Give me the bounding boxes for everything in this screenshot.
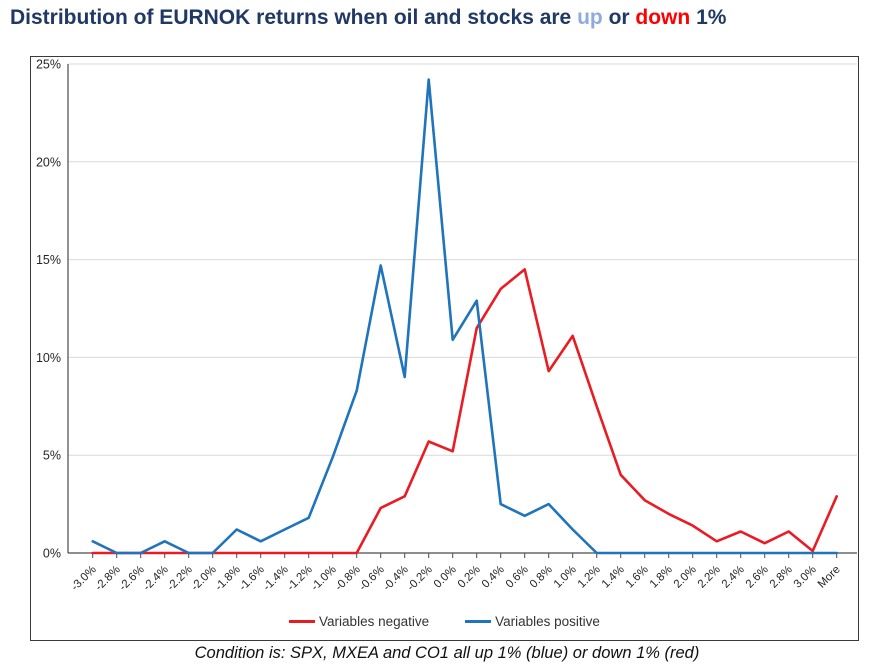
- page-title: Distribution of EURNOK returns when oil …: [10, 6, 890, 30]
- series-line-variables-positive: [91, 78, 839, 555]
- legend-label-negative: Variables negative: [319, 614, 430, 629]
- x-tick-label--1.4%: -1.4%: [261, 564, 291, 594]
- x-tick-label-0.0%: 0.0%: [432, 564, 459, 591]
- x-tick-label--3.0%: -3.0%: [69, 564, 99, 594]
- x-tick-label--2.2%: -2.2%: [165, 564, 195, 594]
- x-tick-label-1.6%: 1.6%: [624, 564, 651, 591]
- x-tick-label--2.8%: -2.8%: [93, 564, 123, 594]
- y-tick-label-20: 20%: [36, 155, 61, 169]
- y-tick-label-0: 0%: [43, 547, 61, 561]
- x-tick-label-0.4%: 0.4%: [480, 564, 507, 591]
- legend-item-negative: Variables negative: [289, 614, 429, 629]
- title-main-text: Distribution of EURNOK returns when oil …: [10, 6, 578, 29]
- x-tick-label-1.4%: 1.4%: [600, 564, 627, 591]
- x-tick-label-2.2%: 2.2%: [696, 564, 723, 591]
- x-tick-label-1.0%: 1.0%: [552, 564, 579, 591]
- x-tick-label-2.6%: 2.6%: [744, 564, 771, 591]
- x-tick-label--2.6%: -2.6%: [117, 564, 147, 594]
- x-tick-label--2.0%: -2.0%: [189, 564, 219, 594]
- legend-swatch-positive-icon: [465, 620, 492, 623]
- y-tick-label-10: 10%: [36, 351, 61, 365]
- y-tick-label-25: 25%: [36, 58, 61, 72]
- legend-label-positive: Variables positive: [495, 614, 600, 629]
- x-tick-label--1.6%: -1.6%: [237, 564, 267, 594]
- x-tick-label-1.2%: 1.2%: [576, 564, 603, 591]
- x-tick-label--2.4%: -2.4%: [141, 564, 171, 594]
- x-tick-label-3.0%: 3.0%: [792, 564, 819, 591]
- series-line-variables-negative: [91, 268, 839, 555]
- chart-caption: Condition is: SPX, MXEA and CO1 all up 1…: [194, 644, 700, 662]
- title-down-word: down: [635, 6, 691, 29]
- legend-swatch-negative-icon: [289, 620, 316, 623]
- x-tick-label-2.4%: 2.4%: [720, 564, 747, 591]
- x-tick-label-0.2%: 0.2%: [456, 564, 483, 591]
- y-tick-label-15: 15%: [36, 253, 61, 267]
- title-pct-text: 1%: [690, 6, 727, 29]
- title-up-word: up: [577, 6, 603, 29]
- x-tick-label--1.0%: -1.0%: [309, 564, 339, 594]
- title-or-text: or: [602, 6, 636, 29]
- x-tick-label-2.8%: 2.8%: [768, 564, 795, 591]
- x-tick-label-0.6%: 0.6%: [504, 564, 531, 591]
- x-tick-label--1.2%: -1.2%: [285, 564, 315, 594]
- chart-area: 0% 5% 10% 15% 20% 25% -3.0% -2.8% -2.6% -2.4% -2.2…: [30, 56, 859, 641]
- distribution-line-chart: 0% 5% 10% 15% 20% 25% -3.0%-2.8%-2.6%-2.4%-2.2…: [36, 58, 857, 594]
- x-tick-label-0.8%: 0.8%: [528, 564, 555, 591]
- x-tick-label--0.4%: -0.4%: [381, 564, 411, 594]
- x-tick-label-2.0%: 2.0%: [672, 564, 699, 591]
- chart-legend: Variables negative Variables positive: [31, 614, 858, 629]
- x-tick-label--1.8%: -1.8%: [213, 564, 243, 594]
- x-tick-label--0.2%: -0.2%: [405, 564, 435, 594]
- x-tick-label-More: More: [816, 564, 843, 591]
- x-tick-label--0.6%: -0.6%: [357, 564, 387, 594]
- x-tick-label--0.8%: -0.8%: [333, 564, 363, 594]
- y-tick-label-5: 5%: [43, 449, 61, 463]
- legend-item-positive: Variables positive: [465, 614, 600, 629]
- x-tick-label-1.8%: 1.8%: [648, 564, 675, 591]
